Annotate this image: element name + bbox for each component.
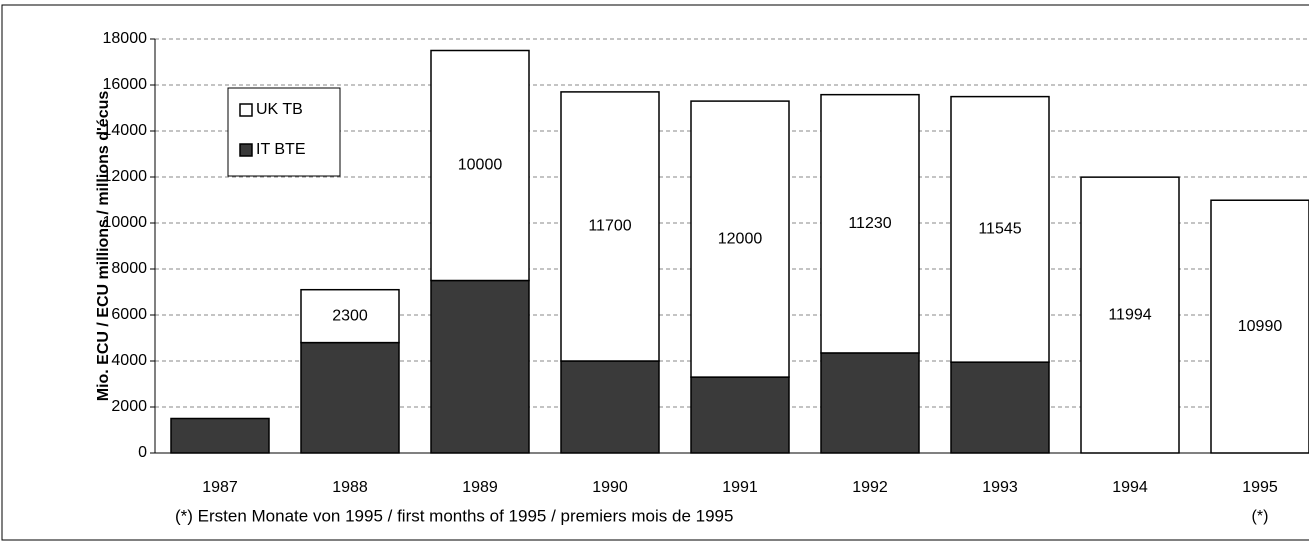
bar-segment <box>560 360 660 454</box>
bar-segment <box>820 93 920 354</box>
data-label: 11545 <box>978 221 1021 238</box>
x-tick-label: 1989 <box>462 479 498 496</box>
data-label: 2300 <box>332 307 368 324</box>
annotation: (*) <box>1252 508 1269 525</box>
x-tick-label: 1990 <box>592 479 628 496</box>
legend-swatch <box>239 143 253 157</box>
y-tick-label: 16000 <box>103 76 148 93</box>
chart-border <box>1 4 1309 541</box>
y-tick-label: 6000 <box>111 306 147 323</box>
x-tick-label: 1993 <box>982 479 1018 496</box>
y-tick-label: 2000 <box>111 398 147 415</box>
y-tick-label: 12000 <box>103 168 148 185</box>
legend-box <box>227 87 341 177</box>
y-tick-label: 8000 <box>111 260 147 277</box>
x-tick-label: 1992 <box>852 479 888 496</box>
data-label: 11230 <box>848 215 891 232</box>
bar-segment <box>1210 199 1309 454</box>
y-tick-label: 10000 <box>103 214 148 231</box>
bar-segment <box>430 279 530 454</box>
data-label: 10990 <box>1238 318 1283 335</box>
y-tick-label: 4000 <box>111 352 147 369</box>
legend-label: UK TB <box>256 101 303 118</box>
bar-segment <box>1080 176 1180 454</box>
bar-segment <box>690 376 790 454</box>
x-tick-label: 1987 <box>202 479 238 496</box>
y-tick-label: 14000 <box>103 122 148 139</box>
data-label: 10000 <box>458 157 503 174</box>
y-tick-label: 0 <box>138 444 147 461</box>
bar-segment <box>950 95 1050 363</box>
legend-swatch <box>239 103 253 117</box>
data-label: 11994 <box>1108 306 1151 323</box>
x-tick-label: 1995 <box>1242 479 1278 496</box>
y-tick-label: 18000 <box>103 30 148 47</box>
bar-segment <box>300 288 400 344</box>
bar-segment <box>690 100 790 378</box>
bar-segment <box>170 417 270 454</box>
legend-label: IT BTE <box>256 141 306 158</box>
bar-segment <box>430 49 530 282</box>
x-tick-label: 1991 <box>722 479 758 496</box>
x-tick-label: 1988 <box>332 479 368 496</box>
bar-segment <box>300 341 400 454</box>
data-label: 11700 <box>588 218 631 235</box>
bar-segment <box>560 91 660 362</box>
bar-segment <box>950 361 1050 454</box>
y-axis-label: Mio. ECU / ECU millions / millions d'écu… <box>95 91 112 402</box>
x-tick-label: 1994 <box>1112 479 1148 496</box>
data-label: 12000 <box>718 230 763 247</box>
footnote: (*) Ersten Monate von 1995 / first month… <box>175 506 733 525</box>
bar-segment <box>820 352 920 454</box>
